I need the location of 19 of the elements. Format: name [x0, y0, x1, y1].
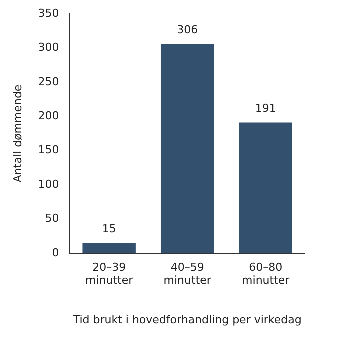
y-tick-label: 0	[52, 246, 60, 260]
data-label: 306	[177, 23, 198, 36]
y-tick-label: 200	[38, 109, 60, 122]
x-axis-title: Tid brukt i hovedforhandling per virkedag	[72, 313, 302, 326]
data-label: 15	[102, 222, 116, 236]
y-tick-label: 150	[38, 144, 60, 157]
bar	[82, 243, 136, 254]
data-label: 191	[255, 102, 276, 116]
x-tick-label: 40–59 minutter	[164, 260, 212, 288]
bar	[160, 44, 214, 254]
x-tick-label: 60–80 minutter	[242, 260, 290, 288]
x-tick-label: 20–39 minutter	[86, 260, 134, 288]
y-axis-title: Antall dømmende	[11, 84, 24, 183]
bar	[239, 122, 292, 254]
y-tick-label: 50	[45, 212, 60, 226]
y-tick-label: 250	[38, 75, 60, 88]
y-tick-label: 100	[38, 178, 60, 191]
y-tick-label: 300	[38, 41, 60, 54]
y-tick-label: 350	[38, 6, 60, 20]
